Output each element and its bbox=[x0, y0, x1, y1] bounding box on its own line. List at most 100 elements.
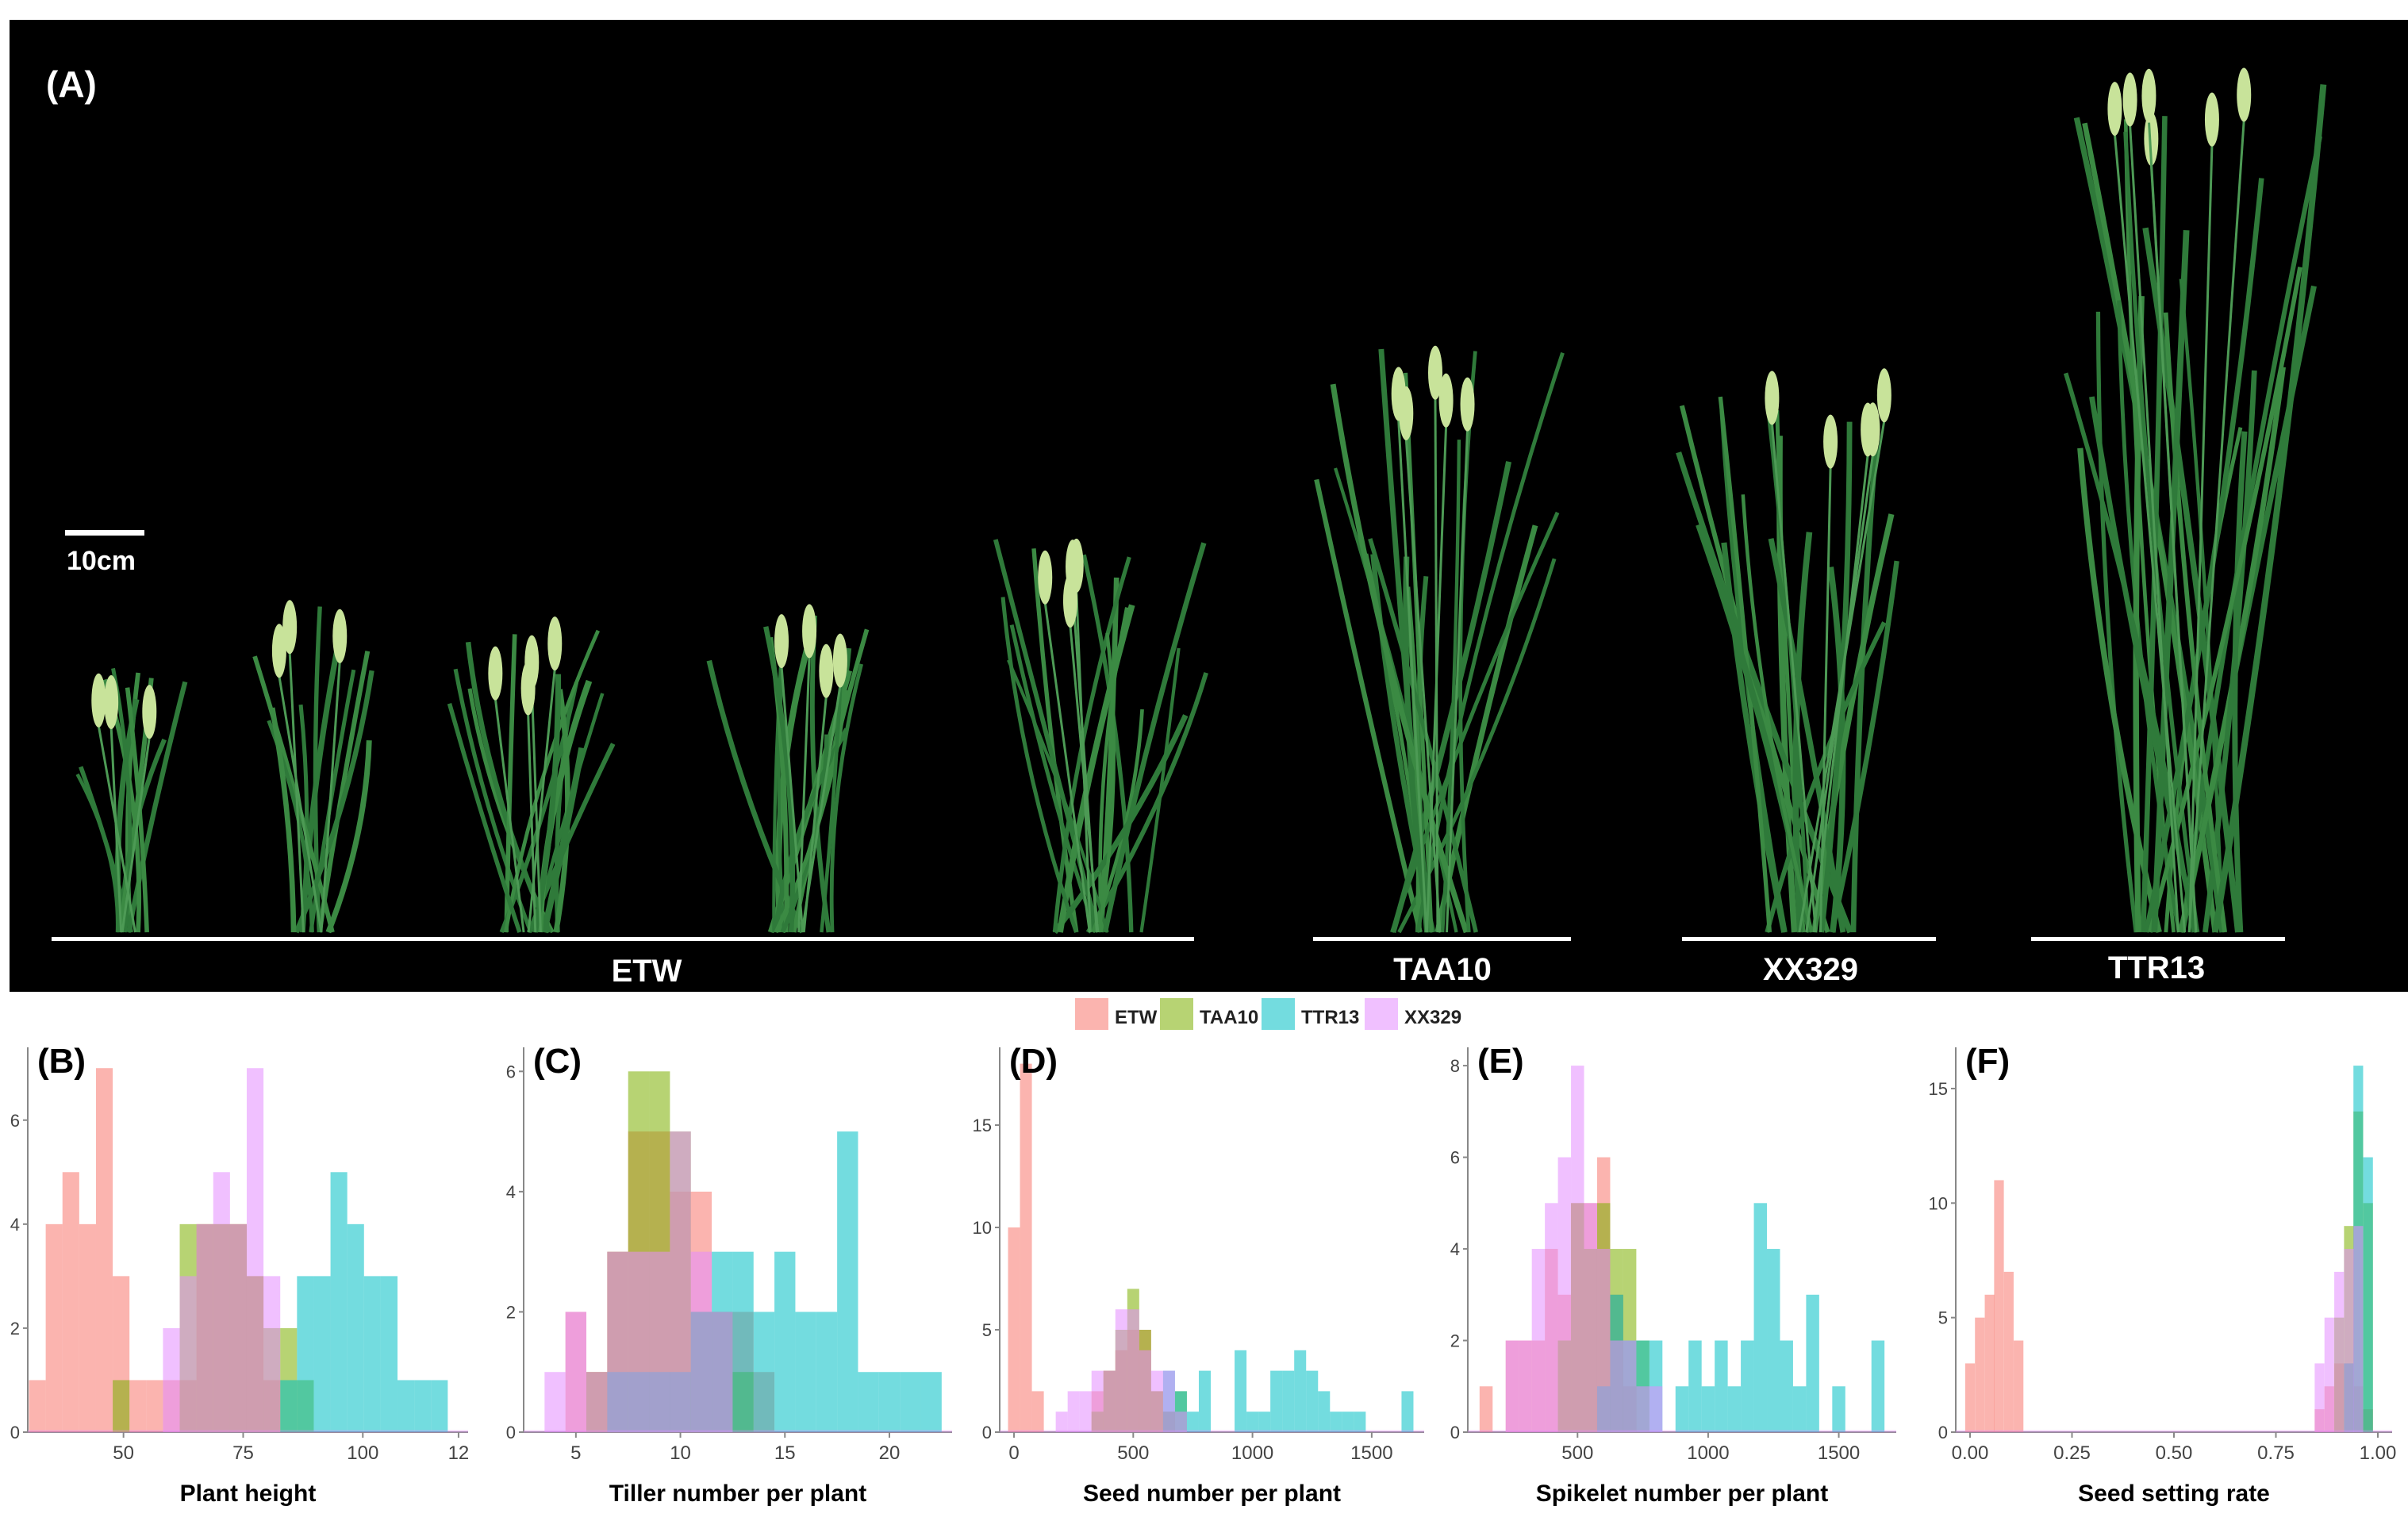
bar-xx329 bbox=[229, 1223, 247, 1432]
bar-ttr13 bbox=[414, 1380, 432, 1432]
bar-ttr13 bbox=[858, 1372, 879, 1432]
spike bbox=[1427, 345, 1442, 400]
leaf bbox=[2063, 372, 2196, 933]
bar-xx329 bbox=[1623, 1340, 1637, 1432]
spike bbox=[1399, 386, 1414, 440]
leaf bbox=[540, 747, 586, 933]
bar-ttr13 bbox=[837, 1131, 858, 1432]
bar-xx329 bbox=[1127, 1309, 1139, 1432]
bar-ttr13 bbox=[1832, 1386, 1845, 1432]
bar-etw bbox=[1994, 1180, 2004, 1432]
bar-xx329 bbox=[1519, 1340, 1532, 1432]
x-tick-label: 0.75 bbox=[2257, 1442, 2295, 1464]
bar-xx329 bbox=[1649, 1386, 1663, 1432]
x-axis-label: Seed number per plant bbox=[1083, 1481, 1341, 1507]
legend-label-etw: ETW bbox=[1115, 1007, 1158, 1028]
stem bbox=[97, 725, 136, 933]
bar-ttr13 bbox=[878, 1372, 901, 1432]
stem bbox=[1798, 421, 1886, 933]
x-tick-label: 0.25 bbox=[2053, 1442, 2091, 1464]
leaf bbox=[2095, 311, 2138, 933]
stem bbox=[1819, 467, 1832, 933]
bar-ttr13 bbox=[313, 1276, 331, 1432]
bar-ttr13 bbox=[431, 1380, 448, 1432]
spike bbox=[2204, 92, 2219, 147]
bar-ttr13 bbox=[1401, 1391, 1414, 1432]
bar-etw bbox=[1008, 1227, 1020, 1432]
bar-xx329 bbox=[163, 1327, 180, 1432]
leaf bbox=[1829, 560, 1899, 933]
bar-ttr13 bbox=[280, 1380, 298, 1432]
x-tick-label: 500 bbox=[1117, 1442, 1149, 1464]
leaf bbox=[1330, 383, 1469, 934]
bar-ttr13 bbox=[1186, 1412, 1199, 1432]
y-tick-label: 4 bbox=[10, 1215, 20, 1235]
plant bbox=[447, 616, 616, 934]
stem bbox=[2113, 133, 2187, 933]
plant bbox=[2063, 67, 2327, 933]
x-axis-label: Plant height bbox=[180, 1481, 317, 1507]
group-label-xx329: XX329 bbox=[1763, 952, 1858, 987]
spike bbox=[1438, 373, 1454, 428]
panel-label: (D) bbox=[1009, 1042, 1058, 1081]
bar-ttr13 bbox=[753, 1312, 775, 1432]
bar-etw bbox=[1031, 1391, 1044, 1432]
leaf bbox=[829, 663, 864, 933]
bar-ttr13 bbox=[347, 1223, 364, 1432]
bar-ttr13 bbox=[1780, 1340, 1793, 1432]
stem bbox=[278, 675, 323, 933]
y-tick-label: 5 bbox=[982, 1320, 992, 1340]
bar-xx329 bbox=[1531, 1249, 1546, 1432]
bar-xx329 bbox=[712, 1312, 733, 1432]
bar-ttr13 bbox=[1701, 1386, 1715, 1432]
chart-f: 0 5 10 15 0.00 0.25 0.50 0.75 1.00 (F) Seed settin… bbox=[1929, 1042, 2397, 1507]
bar-xx329 bbox=[1079, 1391, 1092, 1432]
stem bbox=[1404, 438, 1442, 933]
bar-xx329 bbox=[1505, 1340, 1519, 1432]
bar-ttr13 bbox=[1294, 1350, 1307, 1432]
spike bbox=[832, 633, 847, 688]
bar-ttr13 bbox=[1246, 1412, 1259, 1432]
leaf bbox=[1390, 511, 1560, 933]
legend-key-taa10 bbox=[1160, 998, 1193, 1030]
bar-ttr13 bbox=[1198, 1370, 1211, 1432]
bar-ttr13 bbox=[1318, 1391, 1331, 1432]
leaf bbox=[313, 606, 322, 933]
y-tick-label: 0 bbox=[1938, 1423, 1948, 1442]
bar-ttr13 bbox=[1753, 1203, 1768, 1432]
y-tick-label: 6 bbox=[506, 1062, 516, 1081]
bar-etw bbox=[29, 1380, 46, 1432]
leaf bbox=[792, 628, 870, 933]
bar-xx329 bbox=[544, 1372, 566, 1432]
bar-etw bbox=[95, 1068, 113, 1432]
leaf bbox=[126, 681, 188, 933]
stem bbox=[530, 687, 542, 933]
bar-xx329 bbox=[1162, 1370, 1175, 1432]
legend-label-ttr13: TTR13 bbox=[1301, 1007, 1359, 1028]
leaf bbox=[447, 702, 522, 933]
x-tick-label: 1500 bbox=[1350, 1442, 1392, 1464]
x-tick-label: 1.00 bbox=[2360, 1442, 2397, 1464]
bar-ttr13 bbox=[774, 1251, 796, 1432]
bar-xx329 bbox=[1055, 1412, 1068, 1432]
spike bbox=[1460, 377, 1475, 432]
legend-key-etw bbox=[1075, 998, 1108, 1030]
bar-ttr13 bbox=[1235, 1350, 1247, 1432]
x-tick-label: 1000 bbox=[1687, 1442, 1729, 1464]
bar-ttr13 bbox=[795, 1312, 816, 1432]
bar-xx329 bbox=[1174, 1412, 1187, 1432]
leaf bbox=[298, 704, 309, 933]
bar-ttr13 bbox=[1258, 1412, 1271, 1432]
bar-ttr13 bbox=[1342, 1412, 1354, 1432]
leaf bbox=[2151, 229, 2190, 933]
y-tick-label: 4 bbox=[506, 1182, 516, 1202]
leaf bbox=[2212, 84, 2327, 933]
leaf bbox=[453, 668, 533, 933]
scale-bar-label: 10cm bbox=[67, 546, 136, 576]
spike bbox=[819, 643, 834, 698]
spike bbox=[282, 600, 298, 655]
legend-label-taa10: TAA10 bbox=[1200, 1007, 1258, 1028]
scale-bar bbox=[65, 530, 144, 536]
y-tick-label: 0 bbox=[1450, 1423, 1460, 1442]
